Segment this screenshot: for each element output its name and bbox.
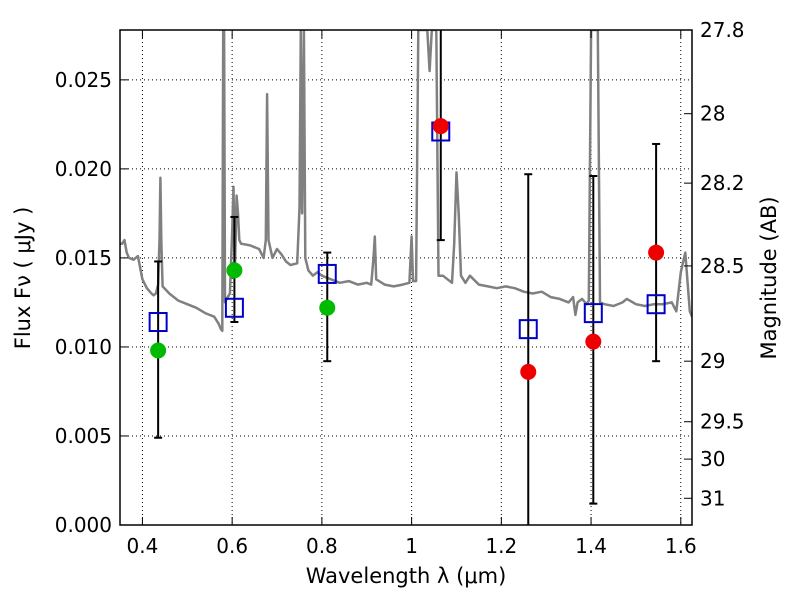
flux-point-marker: [648, 244, 665, 261]
model-square-marker: [148, 312, 168, 333]
errorbar-layer: [154, 30, 661, 525]
flux-point-marker: [226, 262, 243, 279]
x-tick-label: 1.6: [665, 534, 697, 558]
x-tick-label: 0.6: [216, 534, 248, 558]
y-tick-label: 0.020: [55, 157, 112, 181]
y-tick-label: 0.015: [55, 246, 112, 270]
plot-frame: [119, 29, 693, 526]
flux-point-marker: [319, 299, 336, 316]
right-tick-label: 29: [700, 349, 725, 373]
x-axis-label: Wavelength λ (μm): [306, 564, 507, 588]
y-axis-label: Flux Fν ( μJy ): [11, 207, 35, 350]
y-tick-label: 0.005: [55, 424, 112, 448]
marker-layer: [148, 118, 666, 380]
x-tick-label: 1.2: [485, 534, 517, 558]
model-square-marker: [518, 319, 538, 340]
y-tick-label: 0.000: [55, 513, 112, 537]
spectrum-line: [120, 30, 692, 333]
x-tick-label: 1.4: [575, 534, 607, 558]
right-tick-label: 31: [700, 486, 725, 510]
x-tick-label: 0.8: [306, 534, 338, 558]
flux-point-marker: [150, 342, 167, 359]
y-tick-label: 0.025: [55, 68, 112, 92]
model-square-marker: [224, 297, 244, 318]
right-tick-label: 28.5: [700, 254, 745, 278]
flux-point-marker: [585, 333, 602, 350]
spectrum-layer: [120, 30, 692, 333]
right-tick-label: 30: [700, 447, 725, 471]
flux-point-marker: [520, 363, 537, 380]
flux-point-marker: [432, 118, 449, 135]
model-square-marker: [646, 294, 666, 315]
right-tick-label: 27.8: [700, 18, 745, 42]
axes: 0.4 0.6 0.8 1 1.2 1.4 1.6 0.000 0.005 0.010 0.015 0…: [55, 18, 745, 558]
right-axis-label: Magnitude (AB): [757, 196, 781, 359]
model-square-marker: [583, 303, 603, 324]
y-tick-label: 0.010: [55, 335, 112, 359]
right-tick-label: 28.2: [700, 171, 745, 195]
right-tick-label: 29.5: [700, 410, 745, 434]
x-tick-label: 0.4: [127, 534, 159, 558]
right-tick-label: 28: [700, 102, 725, 126]
model-square-marker: [317, 263, 337, 284]
grid: [120, 30, 692, 526]
x-tick-label: 1: [405, 534, 418, 558]
